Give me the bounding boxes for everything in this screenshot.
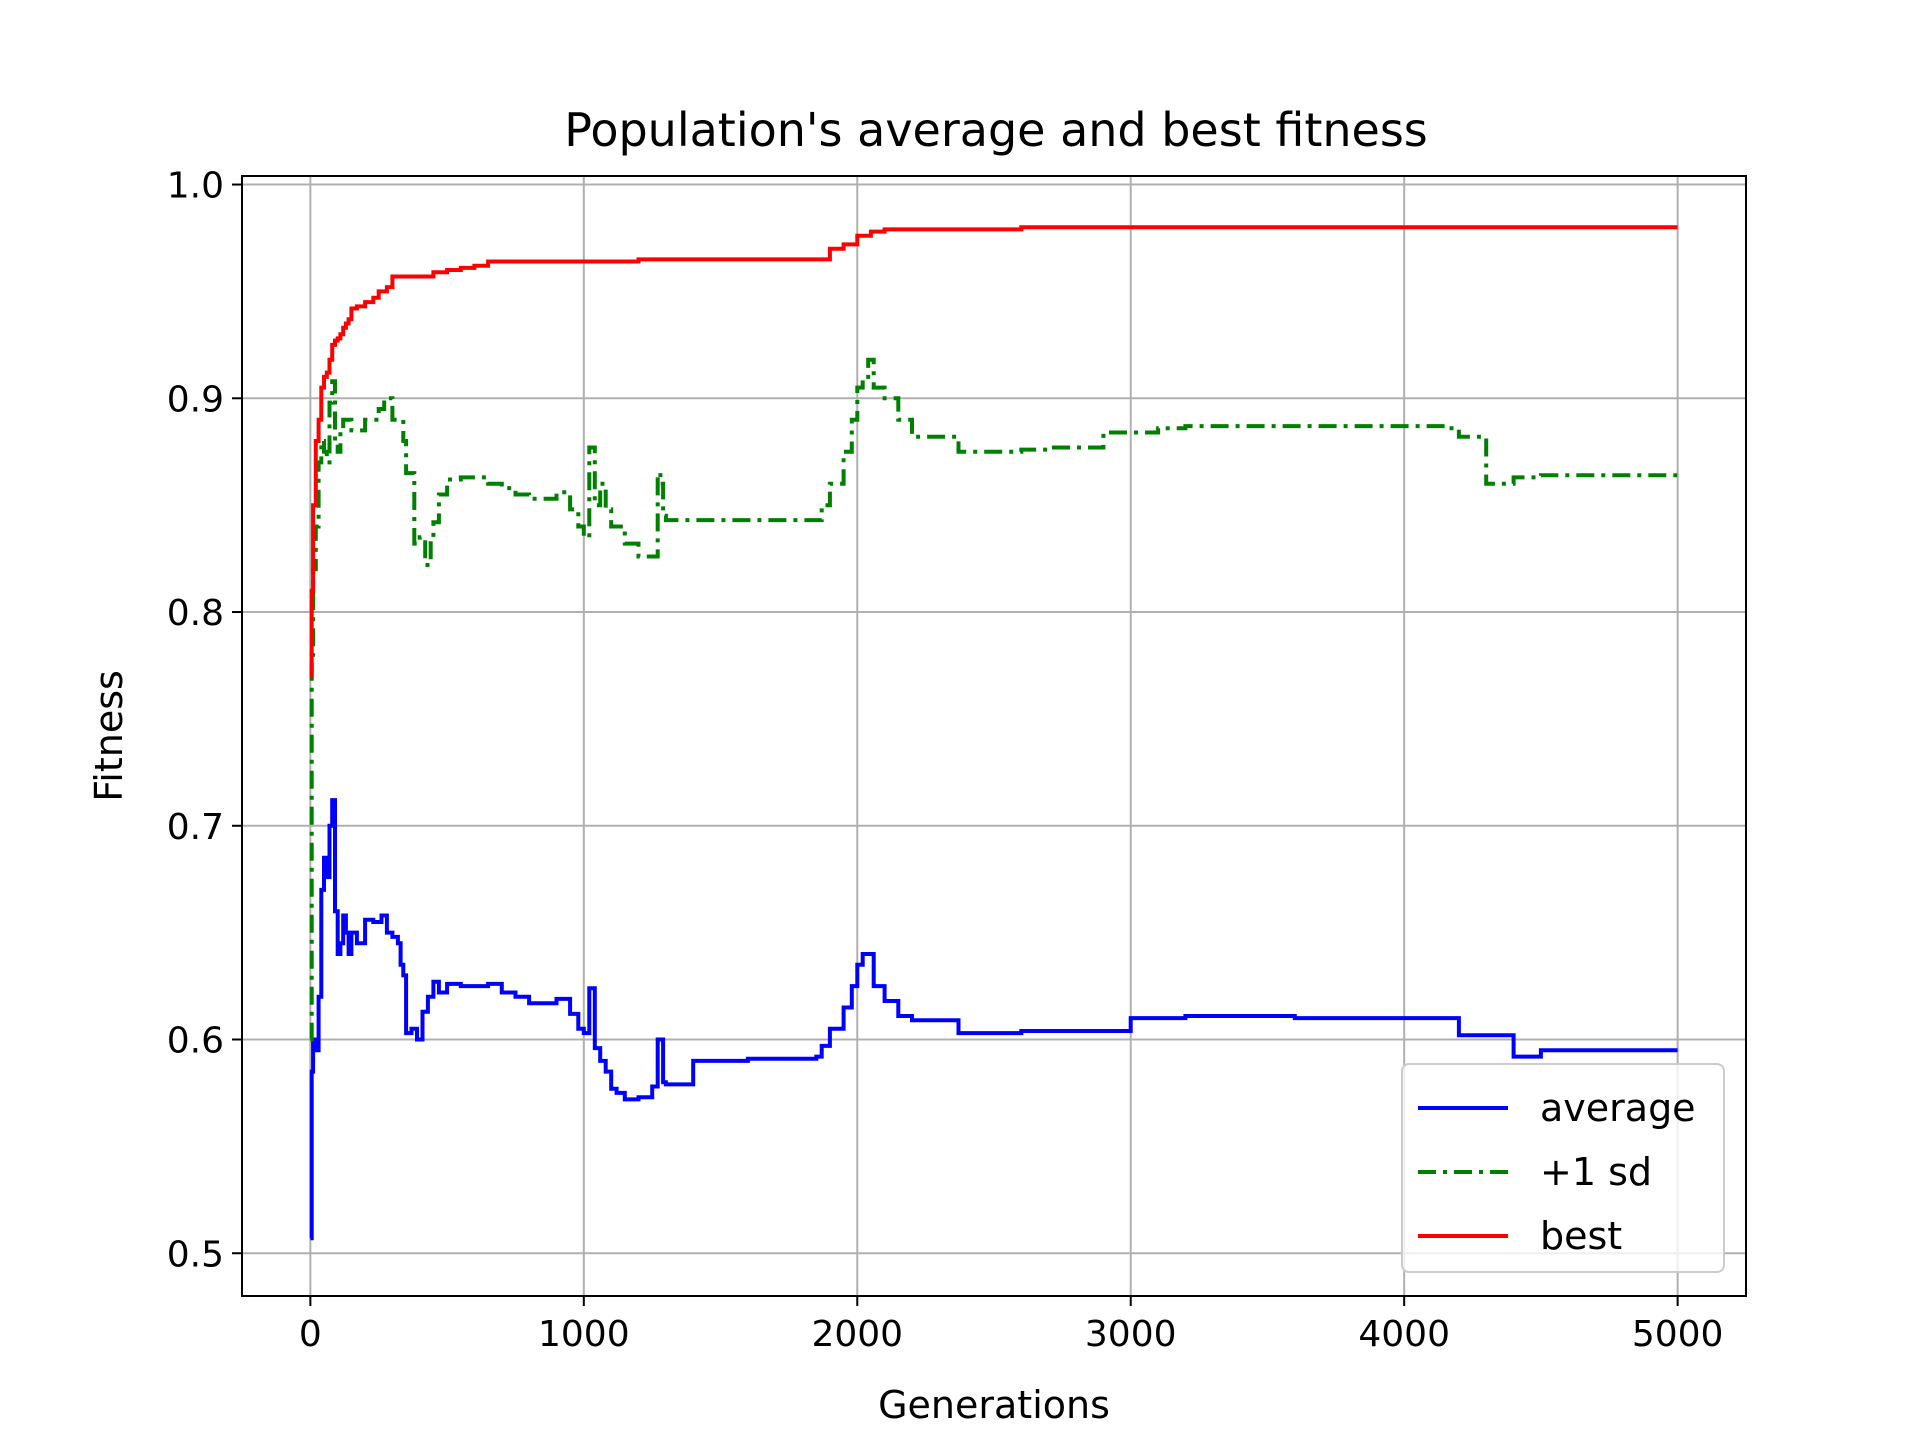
plot-frame (241, 175, 1747, 1297)
legend-box (1401, 1063, 1725, 1273)
x-tick-label: 2000 (811, 1314, 903, 1355)
y-axis-label: Fitness (87, 670, 131, 802)
x-tick-label: 0 (299, 1314, 322, 1355)
y-tick-label: 0.9 (167, 379, 224, 420)
series-line-best (309, 225, 1678, 679)
series-line-1-sd (309, 357, 1678, 1042)
plot-area (309, 225, 1678, 1241)
chart-title: Population's average and best fitness (564, 103, 1428, 157)
grid (242, 176, 1746, 1296)
axis-ticks: 0 1000 2000 3000 4000 5000 0.5 0.6 0.7 0.8 0.9 1.0 (167, 166, 1724, 1355)
x-tick-label: 5000 (1632, 1314, 1724, 1355)
x-tick-label: 3000 (1085, 1314, 1177, 1355)
x-tick-label: 1000 (538, 1314, 630, 1355)
legend-label: average (1540, 1086, 1696, 1130)
x-tick-label: 4000 (1358, 1314, 1450, 1355)
y-tick-label: 1.0 (167, 166, 224, 207)
y-tick-label: 0.6 (167, 1021, 224, 1062)
y-tick-label: 0.8 (167, 593, 224, 634)
y-tick-label: 0.7 (167, 807, 224, 848)
legend-label: best (1540, 1214, 1622, 1258)
legend-label: +1 sd (1540, 1150, 1652, 1194)
legend: average +1 sd best (1401, 1063, 1725, 1273)
x-axis-label: Generations (878, 1383, 1110, 1427)
series-line-average (309, 798, 1678, 1241)
y-tick-label: 0.5 (167, 1234, 224, 1275)
